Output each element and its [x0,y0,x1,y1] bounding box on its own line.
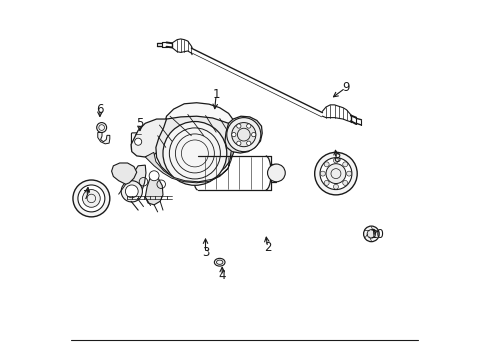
Text: 6: 6 [96,103,103,116]
Circle shape [121,181,142,202]
Circle shape [163,122,226,185]
Circle shape [226,118,260,152]
Circle shape [324,180,328,185]
Circle shape [325,164,345,184]
Circle shape [236,124,241,128]
Polygon shape [156,116,235,181]
Polygon shape [145,176,163,205]
Circle shape [366,230,375,238]
Text: 3: 3 [202,246,209,259]
Circle shape [251,132,255,137]
Circle shape [73,180,110,217]
Circle shape [363,226,378,242]
Text: 9: 9 [341,81,348,94]
Polygon shape [98,132,110,144]
Circle shape [267,164,285,182]
Text: 4: 4 [218,269,225,282]
Circle shape [246,124,250,128]
Circle shape [82,190,100,207]
Text: 7: 7 [83,189,90,202]
Circle shape [78,185,104,212]
Circle shape [125,185,138,198]
Circle shape [149,171,159,181]
Circle shape [324,162,328,167]
Circle shape [342,180,347,185]
Circle shape [246,141,250,145]
Circle shape [231,132,236,137]
Circle shape [333,184,338,189]
Text: 5: 5 [136,117,143,130]
Circle shape [134,138,142,145]
Circle shape [320,171,325,176]
Circle shape [342,162,347,167]
Text: 10: 10 [369,229,384,242]
Circle shape [333,158,338,163]
Circle shape [175,134,214,173]
Polygon shape [124,165,145,201]
Circle shape [169,128,220,179]
Polygon shape [131,119,170,157]
Circle shape [97,123,106,132]
Polygon shape [164,103,233,136]
Text: 2: 2 [263,241,271,254]
Polygon shape [145,152,230,183]
Circle shape [314,152,356,195]
Ellipse shape [214,258,224,266]
Text: 1: 1 [212,89,220,102]
Circle shape [346,171,351,176]
FancyBboxPatch shape [131,133,144,150]
Circle shape [181,140,208,167]
Polygon shape [224,116,262,153]
Circle shape [319,158,351,190]
Polygon shape [111,163,137,184]
Circle shape [231,123,255,147]
Circle shape [236,141,241,145]
Text: 8: 8 [332,152,340,165]
